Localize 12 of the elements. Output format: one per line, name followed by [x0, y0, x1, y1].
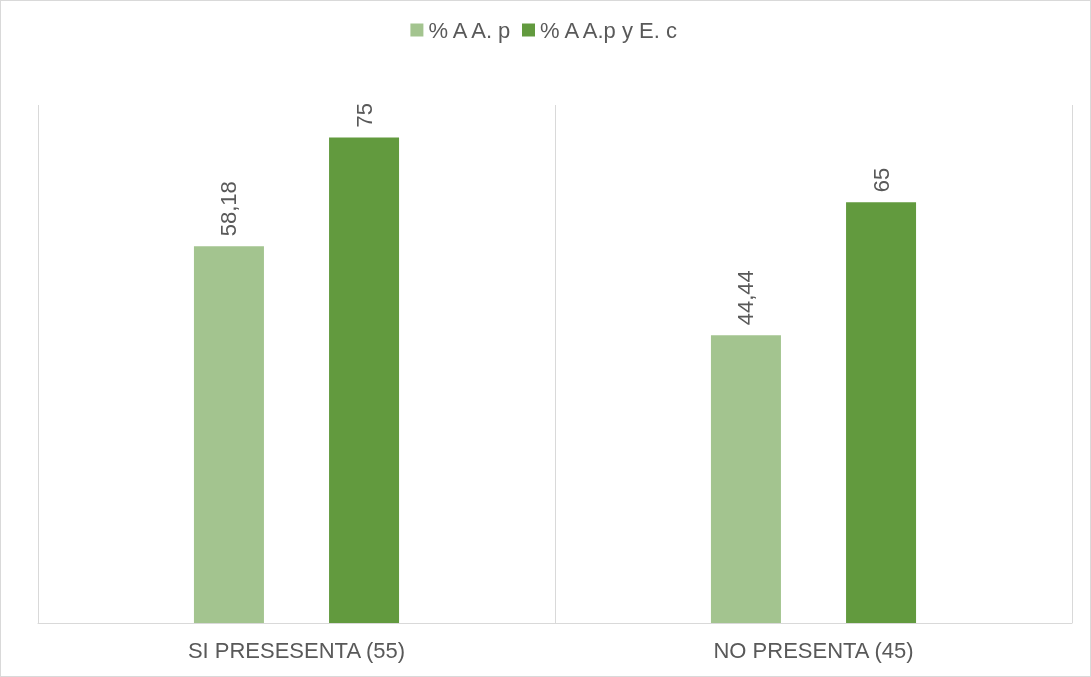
data-label: 58,18: [216, 181, 242, 237]
legend-label: % A A.p y E. c: [539, 17, 677, 43]
bar: [710, 335, 781, 623]
bar: [846, 202, 917, 623]
legend-label: % A A. p: [428, 17, 511, 43]
data-label: 44,44: [733, 270, 759, 326]
bar: [193, 246, 264, 623]
x-tick-label: SI PRESESENTA (55): [187, 637, 406, 663]
data-label: 65: [868, 167, 894, 193]
bar: [329, 137, 400, 623]
data-label: 75: [351, 102, 377, 128]
x-tick-label: NO PRESENTA (45): [713, 637, 914, 663]
